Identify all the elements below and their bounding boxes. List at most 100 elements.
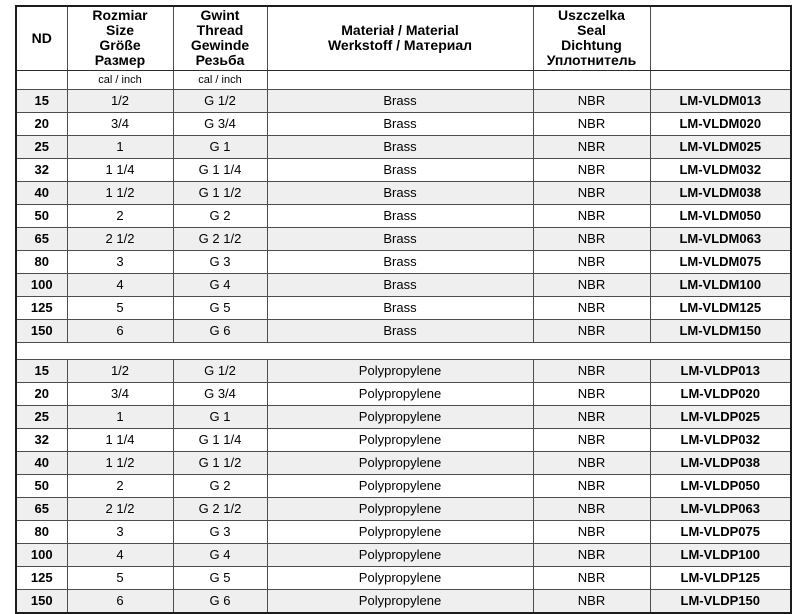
unit-thread-cell: cal / inch [172, 69, 268, 90]
table-row: 125 5 G 5 Polypropylene NBR LM-VLDP125 [15, 565, 792, 590]
table-row: 150 6 G 6 Brass NBR LM-VLDM150 [15, 318, 792, 343]
catalog-page: ND Rozmiar Size Größe Размер Gwint Thread Gew… [15, 5, 792, 614]
cell-size: 3/4 [66, 381, 174, 406]
cell-nd: 20 [15, 381, 68, 406]
gap-cell [15, 341, 792, 360]
cell-material: Brass [266, 88, 534, 113]
table-row: 15 1/2 G 1/2 Brass NBR LM-VLDM013 [15, 88, 792, 113]
cell-size: 6 [66, 588, 174, 613]
cell-nd: 25 [15, 404, 68, 429]
cell-nd: 150 [15, 318, 68, 343]
cell-seal: NBR [532, 588, 651, 613]
cell-seal: NBR [532, 427, 651, 452]
cell-code: LM-VLDP038 [649, 450, 792, 475]
cell-thread: G 2 [172, 203, 268, 228]
cell-code: LM-VLDM100 [649, 272, 792, 297]
cell-material: Brass [266, 111, 534, 136]
cell-material: Polypropylene [266, 496, 534, 521]
table-row: 80 3 G 3 Brass NBR LM-VLDM075 [15, 249, 792, 274]
cell-thread: G 1 1/2 [172, 450, 268, 475]
cell-size: 4 [66, 272, 174, 297]
cell-size: 1/2 [66, 88, 174, 113]
unit-code-cell [649, 69, 792, 90]
table-row: 125 5 G 5 Brass NBR LM-VLDM125 [15, 295, 792, 320]
cell-code: LM-VLDP063 [649, 496, 792, 521]
table-row: 20 3/4 G 3/4 Polypropylene NBR LM-VLDP02… [15, 381, 792, 406]
cell-code: LM-VLDM125 [649, 295, 792, 320]
cell-nd: 100 [15, 542, 68, 567]
cell-code: LM-VLDM063 [649, 226, 792, 251]
cell-nd: 32 [15, 157, 68, 182]
unit-seal-cell [532, 69, 651, 90]
valve-spec-table: ND Rozmiar Size Größe Размер Gwint Thread Gew… [15, 5, 792, 614]
cell-seal: NBR [532, 157, 651, 182]
cell-seal: NBR [532, 272, 651, 297]
cell-code: LM-VLDP075 [649, 519, 792, 544]
cell-code: LM-VLDM020 [649, 111, 792, 136]
cell-nd: 125 [15, 565, 68, 590]
cell-code: LM-VLDM032 [649, 157, 792, 182]
cell-material: Brass [266, 157, 534, 182]
cell-thread: G 2 1/2 [172, 496, 268, 521]
cell-thread: G 1/2 [172, 358, 268, 383]
cell-nd: 125 [15, 295, 68, 320]
cell-nd: 50 [15, 203, 68, 228]
cell-seal: NBR [532, 249, 651, 274]
cell-nd: 25 [15, 134, 68, 159]
cell-size: 1/2 [66, 358, 174, 383]
header-seal: Uszczelka Seal Dichtung Уплотнитель [532, 5, 651, 71]
table-row: 80 3 G 3 Polypropylene NBR LM-VLDP075 [15, 519, 792, 544]
header-size: Rozmiar Size Größe Размер [66, 5, 174, 71]
section-gap-row [15, 341, 792, 360]
cell-nd: 80 [15, 249, 68, 274]
cell-material: Polypropylene [266, 542, 534, 567]
cell-seal: NBR [532, 542, 651, 567]
cell-code: LM-VLDM025 [649, 134, 792, 159]
cell-material: Polypropylene [266, 427, 534, 452]
cell-seal: NBR [532, 496, 651, 521]
table-body: 15 1/2 G 1/2 Brass NBR LM-VLDM013 20 3/4… [15, 88, 792, 613]
table-header: ND Rozmiar Size Größe Размер Gwint Thread Gew… [15, 5, 792, 90]
cell-size: 6 [66, 318, 174, 343]
cell-thread: G 5 [172, 565, 268, 590]
cell-code: LM-VLDP032 [649, 427, 792, 452]
cell-size: 5 [66, 565, 174, 590]
cell-material: Brass [266, 134, 534, 159]
table-row: 100 4 G 4 Polypropylene NBR LM-VLDP100 [15, 542, 792, 567]
cell-thread: G 1 [172, 404, 268, 429]
table-row: 100 4 G 4 Brass NBR LM-VLDM100 [15, 272, 792, 297]
cell-size: 5 [66, 295, 174, 320]
cell-material: Brass [266, 272, 534, 297]
cell-material: Polypropylene [266, 588, 534, 613]
cell-seal: NBR [532, 404, 651, 429]
cell-nd: 100 [15, 272, 68, 297]
cell-seal: NBR [532, 381, 651, 406]
cell-size: 2 1/2 [66, 496, 174, 521]
cell-nd: 32 [15, 427, 68, 452]
cell-material: Brass [266, 295, 534, 320]
unit-material-cell [266, 69, 534, 90]
cell-material: Brass [266, 318, 534, 343]
cell-material: Polypropylene [266, 381, 534, 406]
cell-seal: NBR [532, 473, 651, 498]
cell-size: 3 [66, 519, 174, 544]
cell-size: 1 [66, 404, 174, 429]
cell-material: Brass [266, 249, 534, 274]
header-code [649, 5, 792, 71]
cell-thread: G 6 [172, 588, 268, 613]
cell-nd: 15 [15, 88, 68, 113]
cell-seal: NBR [532, 111, 651, 136]
cell-thread: G 1 1/2 [172, 180, 268, 205]
cell-size: 3 [66, 249, 174, 274]
cell-size: 1 1/4 [66, 157, 174, 182]
cell-thread: G 3/4 [172, 111, 268, 136]
table-row: 65 2 1/2 G 2 1/2 Polypropylene NBR LM-VL… [15, 496, 792, 521]
cell-size: 2 1/2 [66, 226, 174, 251]
cell-nd: 15 [15, 358, 68, 383]
cell-size: 3/4 [66, 111, 174, 136]
cell-size: 2 [66, 203, 174, 228]
cell-size: 1 [66, 134, 174, 159]
cell-seal: NBR [532, 519, 651, 544]
cell-size: 1 1/2 [66, 450, 174, 475]
cell-seal: NBR [532, 226, 651, 251]
